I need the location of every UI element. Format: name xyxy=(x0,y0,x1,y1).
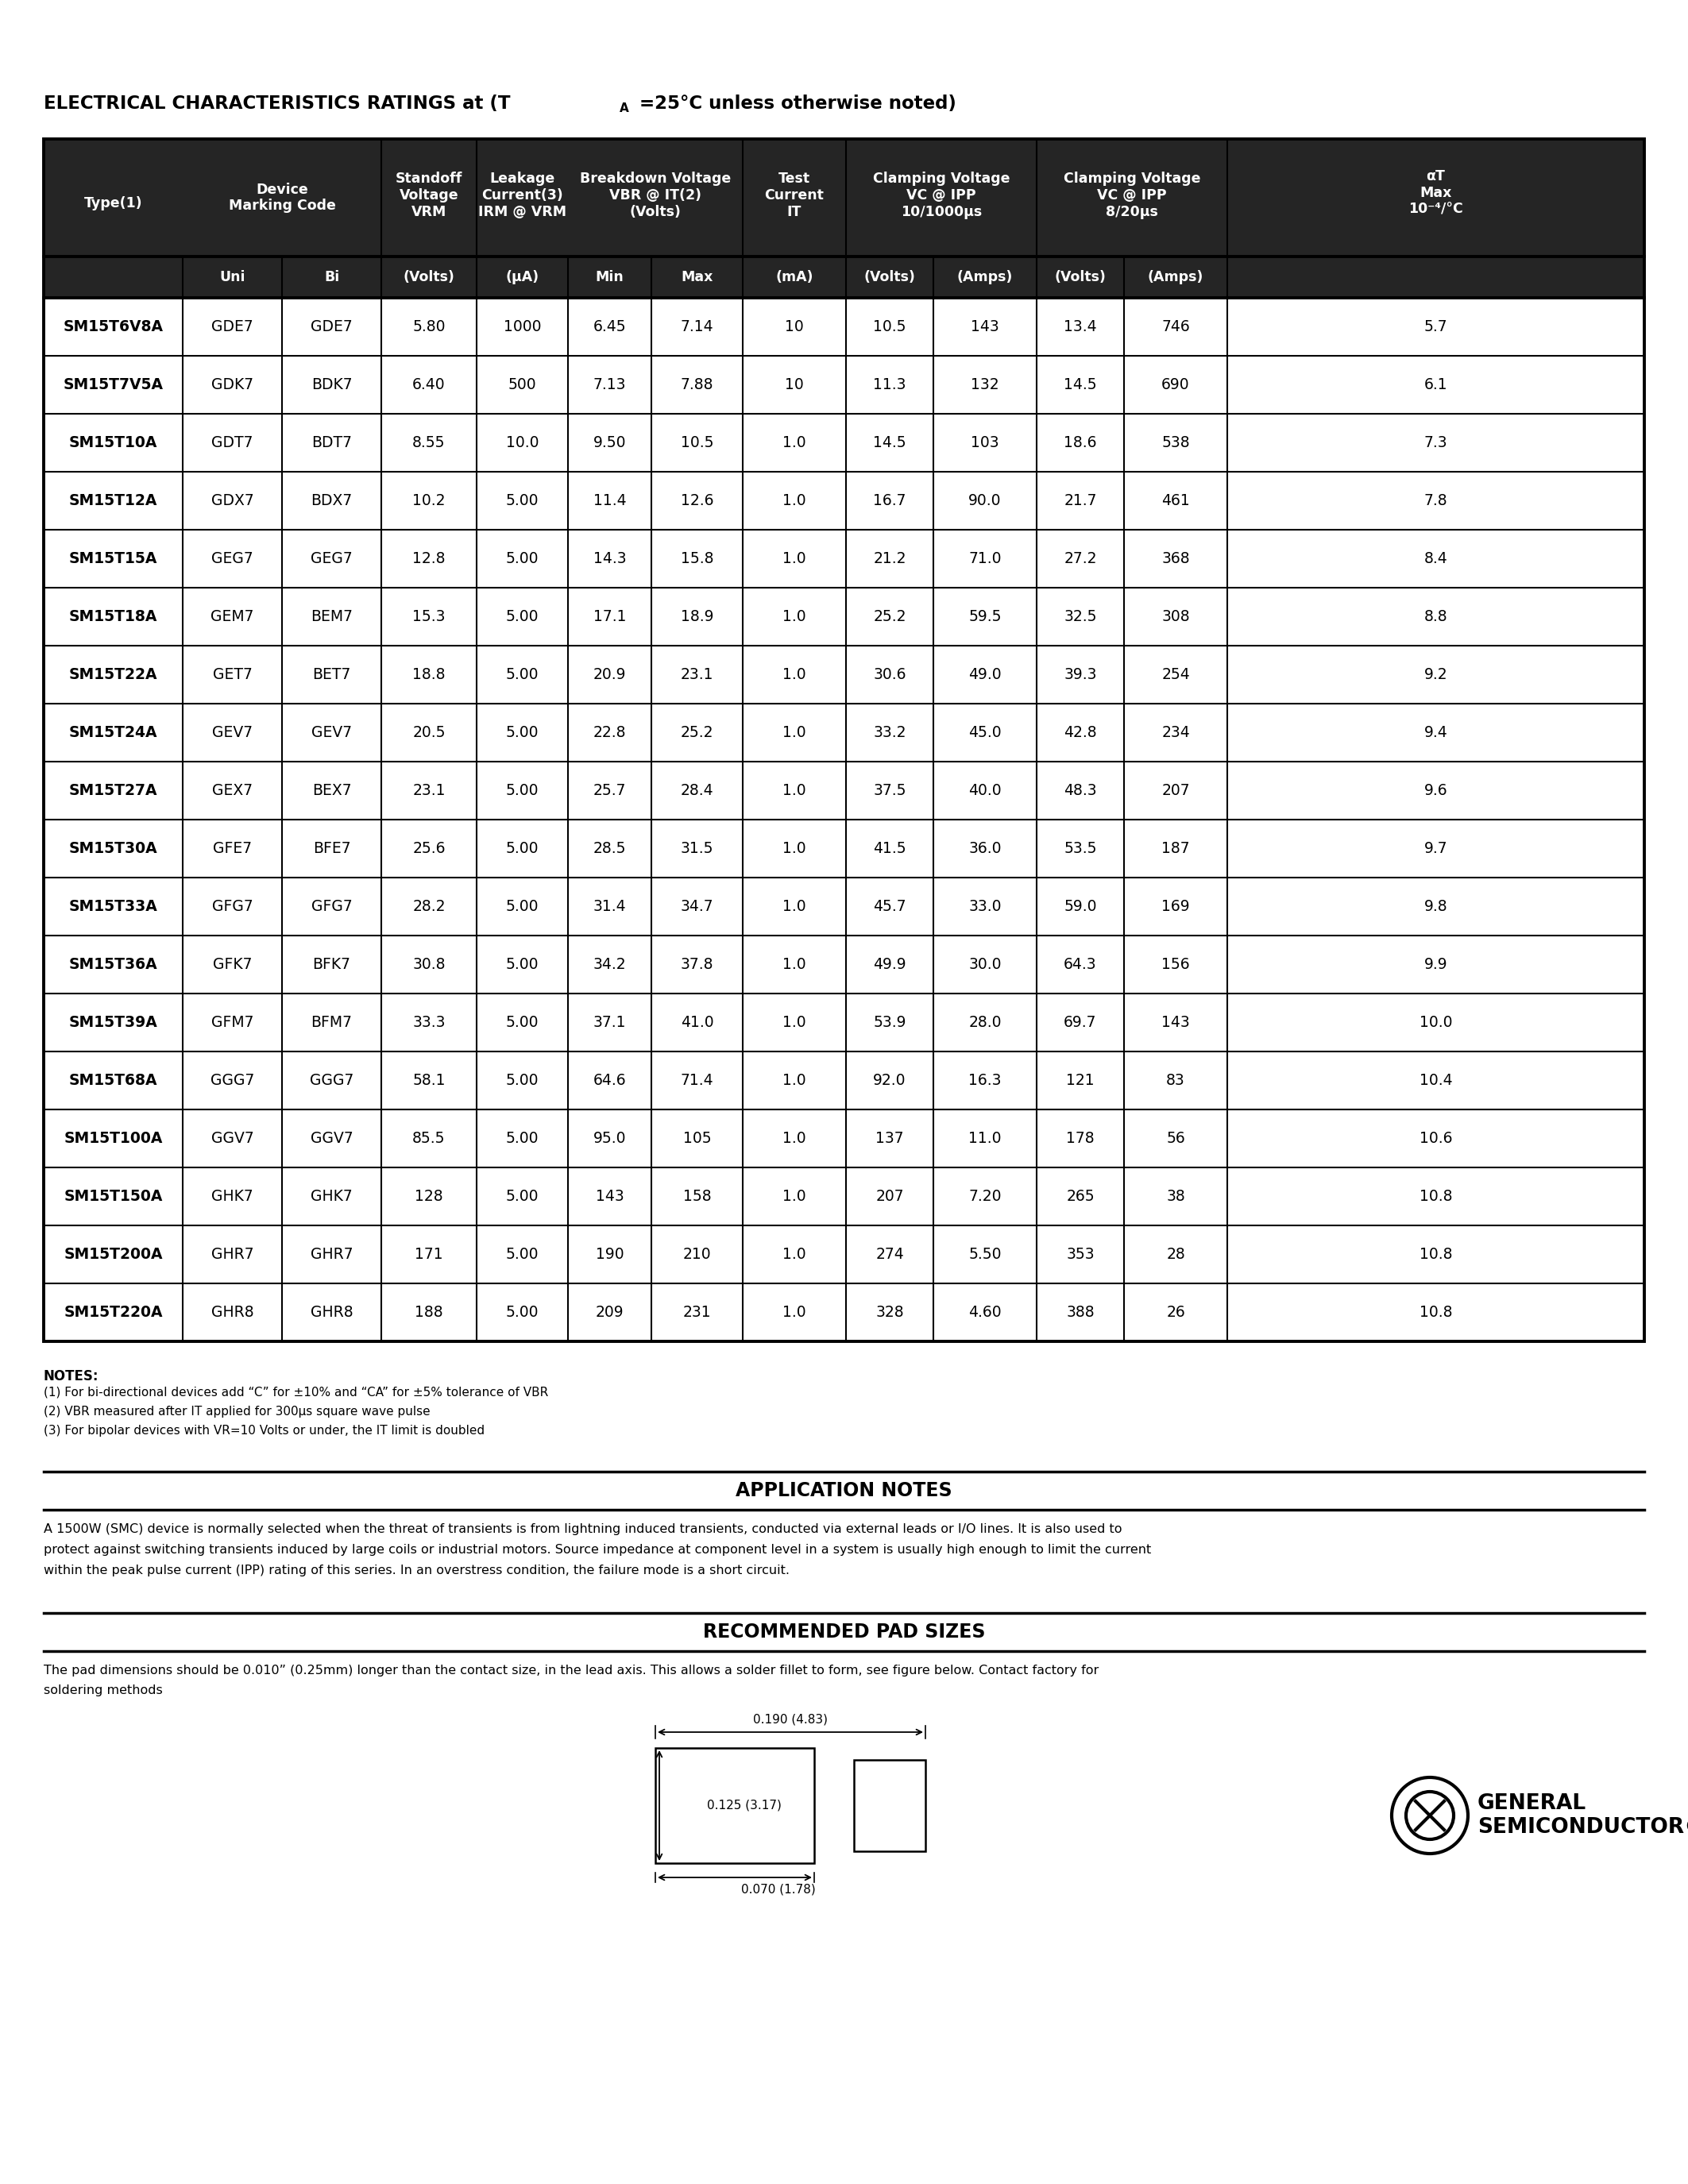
Text: 21.2: 21.2 xyxy=(873,550,906,566)
Text: SM15T12A: SM15T12A xyxy=(69,494,157,509)
Text: 33.0: 33.0 xyxy=(969,900,1001,915)
Text: 10.5: 10.5 xyxy=(873,319,906,334)
Text: (Amps): (Amps) xyxy=(1148,271,1204,284)
Text: (μA): (μA) xyxy=(506,271,538,284)
Text: 538: 538 xyxy=(1161,435,1190,450)
Text: 71.0: 71.0 xyxy=(969,550,1001,566)
Text: 207: 207 xyxy=(1161,784,1190,797)
Text: 28.2: 28.2 xyxy=(412,900,446,915)
Text: 9.50: 9.50 xyxy=(592,435,626,450)
Text: BFE7: BFE7 xyxy=(312,841,351,856)
Text: 1.0: 1.0 xyxy=(783,1131,807,1147)
Text: 137: 137 xyxy=(876,1131,903,1147)
Text: GFE7: GFE7 xyxy=(213,841,252,856)
Text: GEX7: GEX7 xyxy=(213,784,253,797)
Text: 1.0: 1.0 xyxy=(783,1304,807,1319)
Text: 42.8: 42.8 xyxy=(1063,725,1097,740)
Text: Breakdown Voltage
VBR @ IT(2)
(Volts): Breakdown Voltage VBR @ IT(2) (Volts) xyxy=(579,173,731,218)
Text: 33.3: 33.3 xyxy=(412,1016,446,1031)
Text: Clamping Voltage
VC @ IPP
8/20μs: Clamping Voltage VC @ IPP 8/20μs xyxy=(1063,173,1200,218)
Text: BDK7: BDK7 xyxy=(311,378,353,393)
Text: 9.6: 9.6 xyxy=(1425,784,1448,797)
Text: 30.6: 30.6 xyxy=(873,666,906,681)
Text: GFM7: GFM7 xyxy=(211,1016,253,1031)
Text: 18.9: 18.9 xyxy=(680,609,714,625)
Text: (Volts): (Volts) xyxy=(403,271,454,284)
Text: 27.2: 27.2 xyxy=(1063,550,1097,566)
Text: 18.6: 18.6 xyxy=(1063,435,1097,450)
Text: 0.190 (4.83): 0.190 (4.83) xyxy=(753,1714,827,1725)
Text: 11.3: 11.3 xyxy=(873,378,906,393)
Text: APPLICATION NOTES: APPLICATION NOTES xyxy=(736,1481,952,1500)
Text: GDE7: GDE7 xyxy=(211,319,253,334)
Text: 187: 187 xyxy=(1161,841,1190,856)
Text: 143: 143 xyxy=(596,1188,625,1203)
Text: GHR8: GHR8 xyxy=(211,1304,253,1319)
Text: 7.88: 7.88 xyxy=(680,378,714,393)
Text: 56: 56 xyxy=(1166,1131,1185,1147)
Text: 13.4: 13.4 xyxy=(1063,319,1097,334)
Text: GEG7: GEG7 xyxy=(311,550,353,566)
Bar xyxy=(44,819,1644,878)
Text: 1.0: 1.0 xyxy=(783,1188,807,1203)
Text: 10.4: 10.4 xyxy=(1420,1072,1452,1088)
Text: SM15T6V8A: SM15T6V8A xyxy=(62,319,164,334)
Text: 254: 254 xyxy=(1161,666,1190,681)
Text: GEV7: GEV7 xyxy=(311,725,353,740)
Text: 5.00: 5.00 xyxy=(506,609,538,625)
Text: 9.7: 9.7 xyxy=(1425,841,1448,856)
Text: 178: 178 xyxy=(1067,1131,1094,1147)
Text: SEMICONDUCTOR®: SEMICONDUCTOR® xyxy=(1477,1817,1688,1837)
Text: GDE7: GDE7 xyxy=(311,319,353,334)
Text: 132: 132 xyxy=(971,378,999,393)
Text: GHR8: GHR8 xyxy=(311,1304,353,1319)
Text: 21.7: 21.7 xyxy=(1063,494,1097,509)
Text: within the peak pulse current (IPP) rating of this series. In an overstress cond: within the peak pulse current (IPP) rati… xyxy=(44,1564,790,1577)
Text: 7.3: 7.3 xyxy=(1425,435,1448,450)
Text: 49.0: 49.0 xyxy=(969,666,1001,681)
Text: 5.00: 5.00 xyxy=(506,666,538,681)
Text: GEV7: GEV7 xyxy=(213,725,253,740)
Text: SM15T36A: SM15T36A xyxy=(69,957,157,972)
Bar xyxy=(44,531,1644,587)
Text: 209: 209 xyxy=(596,1304,625,1319)
Text: 171: 171 xyxy=(415,1247,442,1262)
Text: 143: 143 xyxy=(971,319,999,334)
Bar xyxy=(44,935,1644,994)
Text: GFK7: GFK7 xyxy=(213,957,252,972)
Text: 59.0: 59.0 xyxy=(1063,900,1097,915)
Text: 25.2: 25.2 xyxy=(680,725,714,740)
Bar xyxy=(44,994,1644,1051)
Text: 10.8: 10.8 xyxy=(1420,1188,1452,1203)
Text: Device
Marking Code: Device Marking Code xyxy=(228,181,336,214)
Bar xyxy=(854,1760,925,1852)
Text: SM15T39A: SM15T39A xyxy=(69,1016,157,1031)
Text: Leakage
Current(3)
IRM @ VRM: Leakage Current(3) IRM @ VRM xyxy=(478,173,567,218)
Text: 36.0: 36.0 xyxy=(969,841,1001,856)
Text: 5.50: 5.50 xyxy=(969,1247,1001,1262)
Text: 59.5: 59.5 xyxy=(969,609,1001,625)
Text: 207: 207 xyxy=(876,1188,903,1203)
Text: The pad dimensions should be 0.010” (0.25mm) longer than the contact size, in th: The pad dimensions should be 0.010” (0.2… xyxy=(44,1664,1099,1677)
Text: 28.5: 28.5 xyxy=(592,841,626,856)
Text: 11.0: 11.0 xyxy=(969,1131,1001,1147)
Text: 14.5: 14.5 xyxy=(873,435,906,450)
Text: SM15T150A: SM15T150A xyxy=(64,1188,162,1203)
Text: BFK7: BFK7 xyxy=(312,957,351,972)
Text: BFM7: BFM7 xyxy=(311,1016,353,1031)
Text: 210: 210 xyxy=(684,1247,711,1262)
Text: 10.8: 10.8 xyxy=(1420,1304,1452,1319)
Text: 41.5: 41.5 xyxy=(873,841,906,856)
Text: 22.8: 22.8 xyxy=(592,725,626,740)
Text: 28.4: 28.4 xyxy=(680,784,714,797)
Text: 37.8: 37.8 xyxy=(680,957,714,972)
Text: 190: 190 xyxy=(596,1247,625,1262)
Text: Standoff
Voltage
VRM: Standoff Voltage VRM xyxy=(395,173,463,218)
Text: 10: 10 xyxy=(785,319,803,334)
Text: 1.0: 1.0 xyxy=(783,784,807,797)
Bar xyxy=(44,1225,1644,1284)
Text: 265: 265 xyxy=(1067,1188,1094,1203)
Text: SM15T24A: SM15T24A xyxy=(69,725,157,740)
Text: 95.0: 95.0 xyxy=(592,1131,626,1147)
Text: 0.070 (1.78): 0.070 (1.78) xyxy=(741,1883,815,1896)
